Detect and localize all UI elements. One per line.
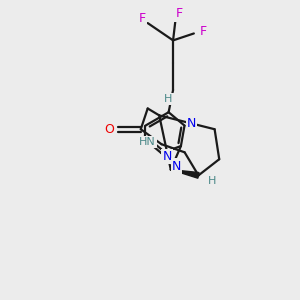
Polygon shape — [171, 169, 199, 178]
Text: O: O — [105, 123, 115, 136]
Text: N: N — [163, 150, 172, 163]
Text: F: F — [200, 25, 207, 38]
Text: F: F — [175, 7, 182, 20]
Text: H: H — [208, 176, 217, 186]
Text: N: N — [187, 117, 196, 130]
Text: HN: HN — [139, 137, 156, 147]
Text: H: H — [164, 94, 172, 104]
Text: F: F — [138, 12, 146, 25]
Text: N: N — [172, 160, 181, 173]
